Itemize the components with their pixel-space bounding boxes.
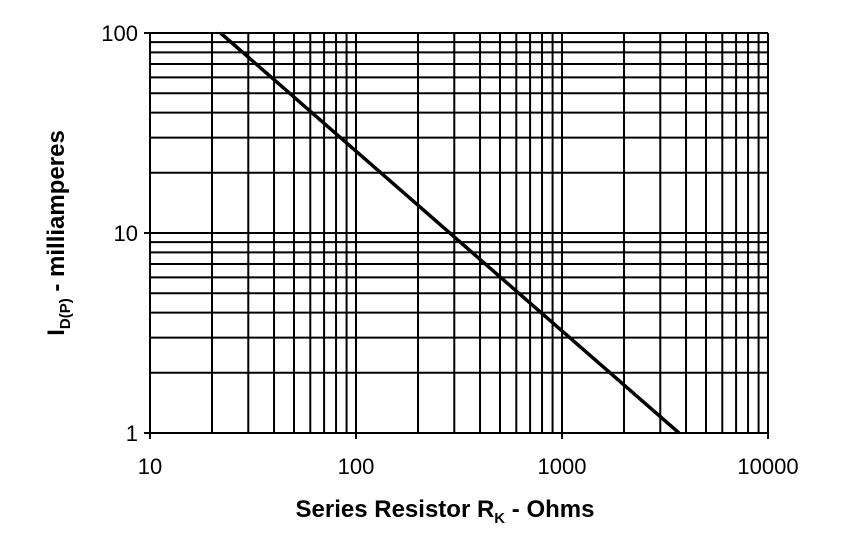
- x-title-rest: - Ohms: [505, 496, 594, 523]
- x-tick-label: 10: [138, 454, 162, 479]
- y-tick-label: 100: [101, 21, 138, 46]
- x-title-sub: K: [494, 510, 505, 527]
- data-line: [219, 31, 681, 435]
- x-tick-label: 100: [338, 454, 375, 479]
- y-title-sub: D(P): [57, 298, 74, 329]
- x-tick-label: 1000: [538, 454, 587, 479]
- y-tick-label: 1: [126, 421, 138, 446]
- x-title-main: Series Resistor R: [296, 496, 495, 523]
- y-tick-label: 10: [114, 221, 138, 246]
- y-axis-title: ID(P) - milliamperes: [43, 130, 74, 336]
- y-title-rest: - milliamperes: [43, 130, 70, 298]
- x-tick-label: 10000: [737, 454, 798, 479]
- x-axis-title: Series Resistor RK - Ohms: [296, 496, 595, 527]
- y-title-main: I: [43, 329, 70, 336]
